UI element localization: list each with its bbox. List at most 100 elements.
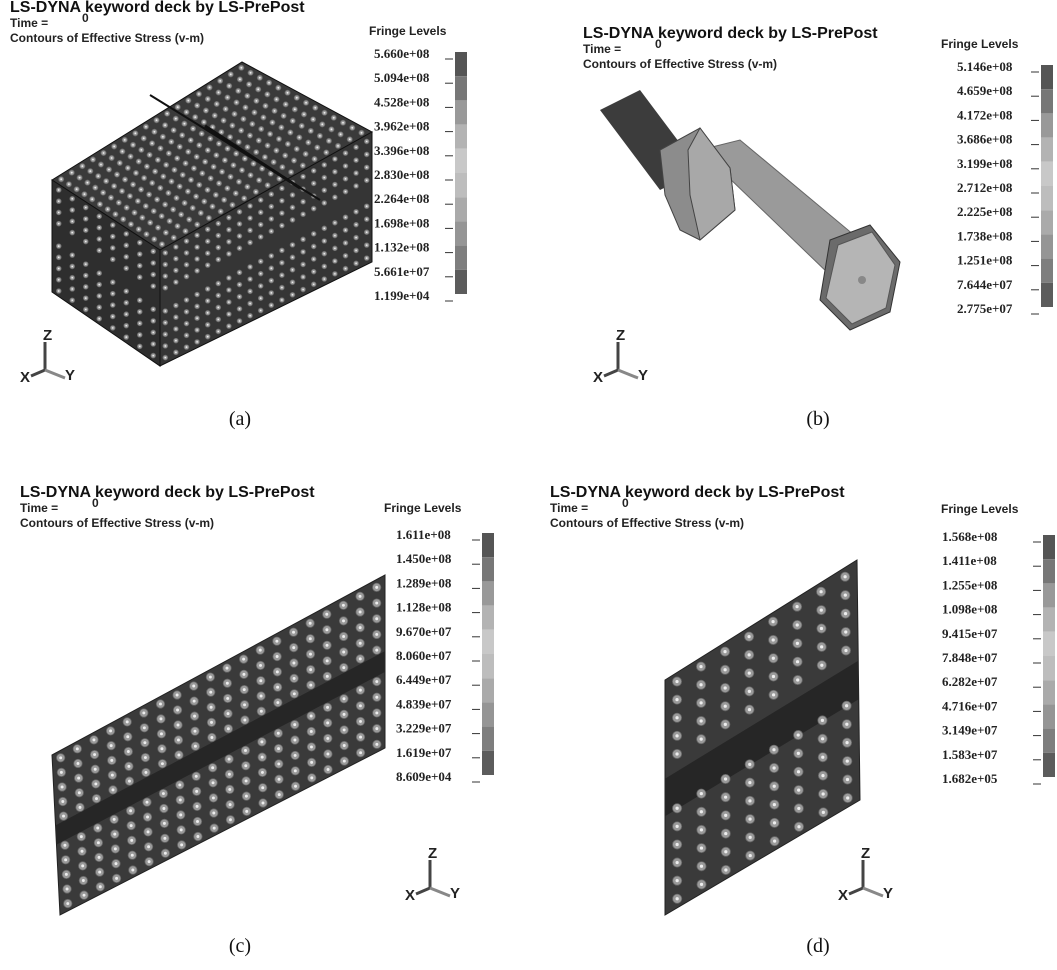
fringe-band bbox=[455, 125, 467, 149]
hole bbox=[230, 176, 232, 178]
hole bbox=[194, 745, 197, 748]
hole bbox=[186, 264, 188, 266]
hole bbox=[91, 198, 93, 200]
hole bbox=[259, 649, 262, 652]
contour-label: Contours of Effective Stress (v-m) bbox=[583, 57, 777, 71]
hole bbox=[676, 843, 679, 846]
hole bbox=[164, 357, 166, 359]
hole bbox=[259, 664, 262, 667]
hole bbox=[724, 850, 727, 853]
hole bbox=[700, 810, 703, 813]
hole bbox=[355, 159, 357, 161]
hole bbox=[366, 218, 368, 220]
hole bbox=[157, 227, 159, 229]
fringe-level: 1.199e+04 bbox=[374, 288, 430, 303]
hole bbox=[359, 626, 362, 629]
hole bbox=[127, 167, 129, 169]
hole bbox=[180, 843, 183, 846]
hole bbox=[293, 723, 296, 726]
hole bbox=[146, 233, 148, 235]
triad-x-label: X bbox=[405, 887, 415, 904]
triad-x bbox=[31, 370, 45, 376]
fringe-band bbox=[482, 654, 494, 678]
hole bbox=[307, 142, 309, 144]
hole bbox=[797, 770, 800, 773]
hole bbox=[194, 730, 197, 733]
hole bbox=[193, 700, 196, 703]
hole bbox=[203, 201, 205, 203]
hole bbox=[85, 218, 87, 220]
hole bbox=[843, 575, 846, 578]
hole bbox=[71, 232, 73, 234]
hole bbox=[71, 266, 73, 268]
hole bbox=[98, 318, 100, 320]
hole bbox=[151, 182, 153, 184]
hole bbox=[149, 154, 151, 156]
hole bbox=[217, 259, 219, 261]
hole bbox=[239, 247, 241, 249]
hole bbox=[193, 167, 195, 169]
fringe-level: 1.698e+08 bbox=[374, 215, 430, 230]
hole bbox=[255, 191, 257, 193]
hole bbox=[172, 209, 174, 211]
hole bbox=[276, 655, 279, 658]
hole bbox=[196, 234, 198, 236]
hole bbox=[846, 796, 849, 799]
hole bbox=[258, 140, 260, 142]
hole bbox=[164, 124, 166, 126]
hole bbox=[173, 237, 175, 239]
hole bbox=[175, 328, 177, 330]
hole bbox=[200, 212, 202, 214]
hole bbox=[796, 623, 799, 626]
hole bbox=[177, 738, 180, 741]
hole bbox=[276, 98, 278, 100]
fringe-level: 6.282e+07 bbox=[942, 674, 998, 689]
hole bbox=[80, 835, 83, 838]
triad-x-label: X bbox=[838, 887, 848, 904]
hole bbox=[98, 856, 101, 859]
hole bbox=[260, 740, 263, 743]
hole bbox=[85, 297, 87, 299]
hole bbox=[748, 781, 751, 784]
hole bbox=[334, 247, 336, 249]
hole bbox=[181, 134, 183, 136]
hole bbox=[186, 276, 188, 278]
hole bbox=[140, 189, 142, 191]
hole bbox=[227, 187, 229, 189]
hole bbox=[180, 828, 183, 831]
hole bbox=[271, 122, 273, 124]
hole bbox=[366, 205, 368, 207]
fringe-level: 4.716e+07 bbox=[942, 698, 998, 713]
hole bbox=[112, 224, 114, 226]
hole bbox=[161, 243, 163, 245]
hole bbox=[176, 694, 179, 697]
hole bbox=[343, 744, 346, 747]
hole bbox=[355, 250, 357, 252]
hole bbox=[214, 115, 216, 117]
fringe-level: 1.738e+08 bbox=[957, 228, 1013, 243]
hole bbox=[821, 774, 824, 777]
hole bbox=[270, 280, 272, 282]
fringe-level: 1.255e+08 bbox=[942, 577, 998, 592]
contour-label: Contours of Effective Stress (v-m) bbox=[10, 31, 204, 45]
hole bbox=[278, 778, 281, 781]
hole bbox=[343, 760, 346, 763]
hole bbox=[129, 195, 131, 197]
hole bbox=[359, 704, 362, 707]
hole bbox=[211, 766, 214, 769]
hole bbox=[293, 160, 295, 162]
hole bbox=[748, 817, 751, 820]
hole bbox=[198, 93, 200, 95]
hole bbox=[177, 106, 179, 108]
hole bbox=[261, 756, 264, 759]
hole bbox=[340, 133, 342, 135]
hole bbox=[229, 818, 232, 821]
hole bbox=[212, 126, 214, 128]
hole bbox=[281, 225, 283, 227]
hole bbox=[821, 756, 824, 759]
fringe-level: 8.609e+04 bbox=[396, 769, 452, 784]
hole bbox=[98, 306, 100, 308]
hole bbox=[118, 202, 120, 204]
fringe-level: 7.848e+07 bbox=[942, 650, 998, 665]
hole bbox=[375, 633, 378, 636]
